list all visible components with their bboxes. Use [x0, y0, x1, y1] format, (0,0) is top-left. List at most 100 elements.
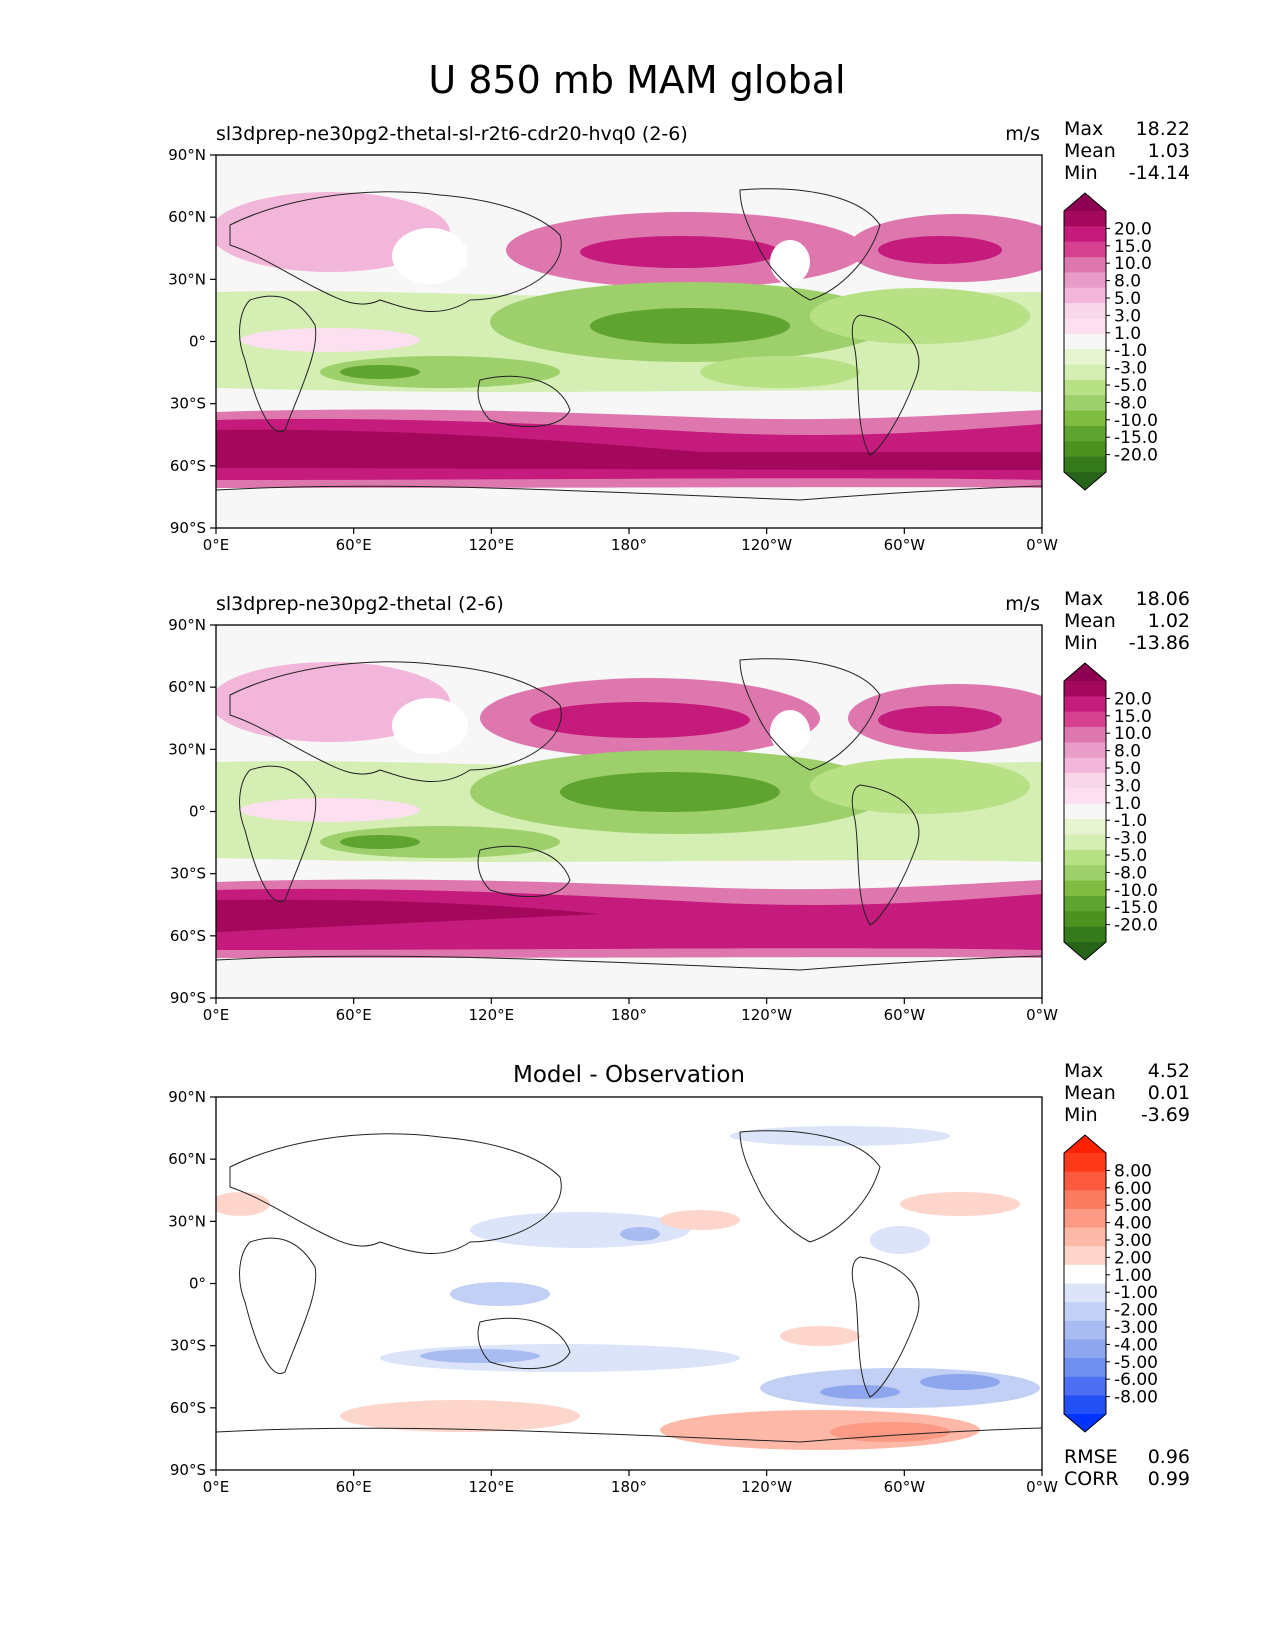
colorbar-label: -8.0 [1114, 393, 1147, 413]
colorbar-swatch [1064, 1227, 1106, 1247]
stat-label: Min [1064, 162, 1098, 184]
lon-axis: 0°E 60°E 120°E 180° 120°W 60°W 0°W [203, 998, 1058, 1024]
colorbar-label: 3.00 [1114, 1231, 1152, 1251]
contour-band [530, 702, 750, 738]
coastline-south-america [851, 314, 920, 456]
lon-tick-label: 60°E [336, 1478, 372, 1496]
colorbar-swatch [1064, 895, 1106, 912]
colorbar-label: 5.00 [1114, 1196, 1152, 1216]
lon-tick-label: 180° [611, 536, 647, 554]
lat-tick-label: 60°N [168, 678, 206, 696]
colorbar-swatch [1064, 287, 1106, 304]
contour-band [216, 488, 1042, 528]
colorbar-swatch [1064, 834, 1106, 851]
coastline-africa [239, 765, 317, 903]
colorbar-label: -4.00 [1114, 1335, 1158, 1355]
colorbar-label: 6.00 [1114, 1179, 1152, 1199]
contour-band [700, 356, 860, 388]
lat-tick-label: 90°S [170, 519, 206, 537]
coastline-antarctica [216, 485, 1042, 501]
stat-value: 1.02 [1148, 610, 1190, 632]
lon-tick-label: 180° [611, 1006, 647, 1024]
panel-stats: Max 18.22 Mean 1.03 Min -14.14 [1064, 118, 1190, 184]
colorbar-label: 1.0 [1114, 794, 1141, 814]
colorbar-swatch [1064, 1283, 1106, 1303]
contour-band [878, 236, 1002, 264]
lon-axis: 0°E 60°E 120°E 180° 120°W 60°W 0°W [203, 528, 1058, 554]
colorbar-label: 8.0 [1114, 272, 1141, 292]
lon-tick-label: 0°E [203, 1478, 230, 1496]
colorbar-label: -8.0 [1114, 863, 1147, 883]
lon-tick-label: 180° [611, 1478, 647, 1496]
stat-value: 0.01 [1148, 1082, 1190, 1104]
colorbar-swatch [1064, 773, 1106, 789]
contour-band [580, 236, 780, 268]
stat-value: 18.22 [1136, 118, 1190, 140]
colorbar-swatch [1064, 696, 1106, 713]
colorbar: 20.015.010.08.05.03.01.0-1.0-3.0-5.0-8.0… [1063, 192, 1158, 491]
colorbar-swatch [1064, 1376, 1106, 1396]
lat-tick-label: 30°N [168, 740, 206, 758]
lon-tick-label: 120°W [741, 536, 792, 554]
colorbar-label: -3.0 [1114, 829, 1147, 849]
panel-title: Model - Observation [513, 1062, 745, 1088]
coastline-africa [239, 295, 317, 433]
lat-tick-label: 90°N [168, 616, 206, 634]
figure-title: U 850 mb MAM global [428, 58, 845, 102]
coastline-north-america [739, 1130, 881, 1243]
contour-band [340, 835, 420, 849]
colorbar-label: 10.0 [1114, 254, 1152, 274]
colorbar-swatch [1064, 663, 1106, 681]
contour-band [810, 288, 1030, 344]
stat-value: -14.14 [1129, 162, 1190, 184]
lon-tick-label: 60°W [884, 1006, 926, 1024]
colorbar-swatch [1064, 303, 1106, 319]
contour-band [660, 1210, 740, 1230]
colorbar-label: 8.00 [1114, 1161, 1152, 1181]
colorbar: 8.006.005.004.003.002.001.00-1.00-2.00-3… [1063, 1134, 1158, 1433]
contour-band [340, 1400, 580, 1432]
lon-tick-label: 0°E [203, 536, 230, 554]
colorbar-swatch [1064, 456, 1106, 473]
lat-tick-label: 60°N [168, 208, 206, 226]
contour-band [730, 1126, 950, 1146]
contour-band [216, 429, 1042, 470]
colorbar-swatch [1064, 681, 1106, 697]
lat-tick-label: 0° [189, 803, 206, 821]
colorbar-swatch [1064, 880, 1106, 897]
colorbar-swatch [1064, 1302, 1106, 1322]
colorbar-swatch [1064, 1208, 1106, 1229]
lon-tick-label: 120°E [469, 536, 515, 554]
lat-tick-label: 0° [189, 1275, 206, 1293]
coastline-australia [477, 845, 571, 898]
colorbar-label: -5.00 [1114, 1353, 1158, 1373]
colorbar-label: -20.0 [1114, 446, 1158, 466]
lat-tick-label: 30°S [170, 395, 206, 413]
panel-units: m/s [1005, 123, 1040, 145]
colorbar-label: 20.0 [1114, 219, 1152, 239]
colorbar-swatch [1064, 1135, 1106, 1153]
lon-tick-label: 120°E [469, 1006, 515, 1024]
lat-axis: 90°N 60°N 30°N 0° 30°S 60°S 90°S [168, 616, 216, 1007]
metric-value: 0.99 [1148, 1468, 1190, 1490]
colorbar-label: 15.0 [1114, 707, 1152, 727]
contour-band [320, 826, 560, 858]
stat-label: Mean [1064, 140, 1116, 162]
colorbar-swatch [1064, 727, 1106, 743]
metric-label: CORR [1064, 1468, 1119, 1490]
stat-label: Max [1064, 118, 1103, 140]
lat-tick-label: 60°S [170, 927, 206, 945]
colorbar-swatch [1064, 333, 1106, 350]
colorbar-label: -5.0 [1114, 376, 1147, 396]
colorbar-outline [1063, 1134, 1107, 1433]
contour-band [392, 698, 468, 754]
colorbar-swatch [1064, 472, 1106, 490]
colorbar-label: -3.0 [1114, 359, 1147, 379]
panel-title: sl3dprep-ne30pg2-thetal-sl-r2t6-cdr20-hv… [216, 123, 688, 145]
stat-value: 18.06 [1136, 588, 1190, 610]
colorbar-label: -15.0 [1114, 428, 1158, 448]
colorbar-label: -10.0 [1114, 881, 1158, 901]
colorbar-swatch [1064, 318, 1106, 335]
stat-label: Min [1064, 1104, 1098, 1126]
